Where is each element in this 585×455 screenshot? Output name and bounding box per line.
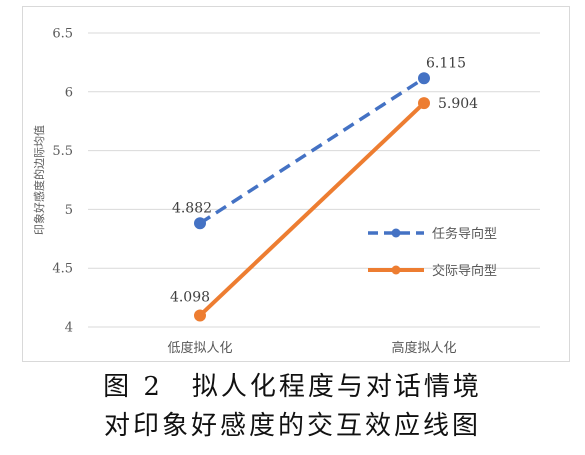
x-tick-label: 低度拟人化 [167,340,232,356]
y-tick-label: 6.5 [52,27,73,42]
data-label: 6.115 [426,55,466,71]
line-chart: 4 4.5 5 5.5 6 6.5 低度拟人化 高度拟人化 印象好感度的边际均值 4.882 6.1… [32,27,540,356]
data-point [194,309,206,322]
y-tick-label: 4 [65,321,73,336]
legend-marker [391,265,401,275]
series-line [198,101,426,317]
legend-label: 交际导向型 [432,263,497,279]
figure-caption-line2: 对印象好感度的交互效应线图 [103,411,481,441]
data-point [194,217,206,230]
legend-marker [391,228,401,238]
x-tick-label: 高度拟人化 [391,340,456,356]
chart-frame [22,6,570,362]
data-point [418,97,430,110]
y-axis-title: 印象好感度的边际均值 [32,125,46,235]
data-label: 4.882 [172,200,212,216]
data-label: 5.904 [438,96,478,112]
series-line [199,76,425,225]
y-tick-label: 4.5 [52,262,73,277]
data-label: 4.098 [170,289,210,305]
legend-label: 任务导向型 [432,226,497,242]
figure-caption-line1: 图 2 拟人化程度与对话情境 [103,372,482,402]
y-tick-label: 5 [65,203,73,218]
y-tick-label: 5.5 [52,144,73,159]
data-point [418,72,430,85]
y-tick-label: 6 [65,85,73,100]
